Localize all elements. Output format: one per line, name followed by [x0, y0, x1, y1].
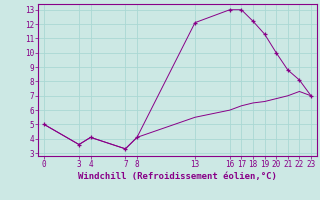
- X-axis label: Windchill (Refroidissement éolien,°C): Windchill (Refroidissement éolien,°C): [78, 172, 277, 181]
